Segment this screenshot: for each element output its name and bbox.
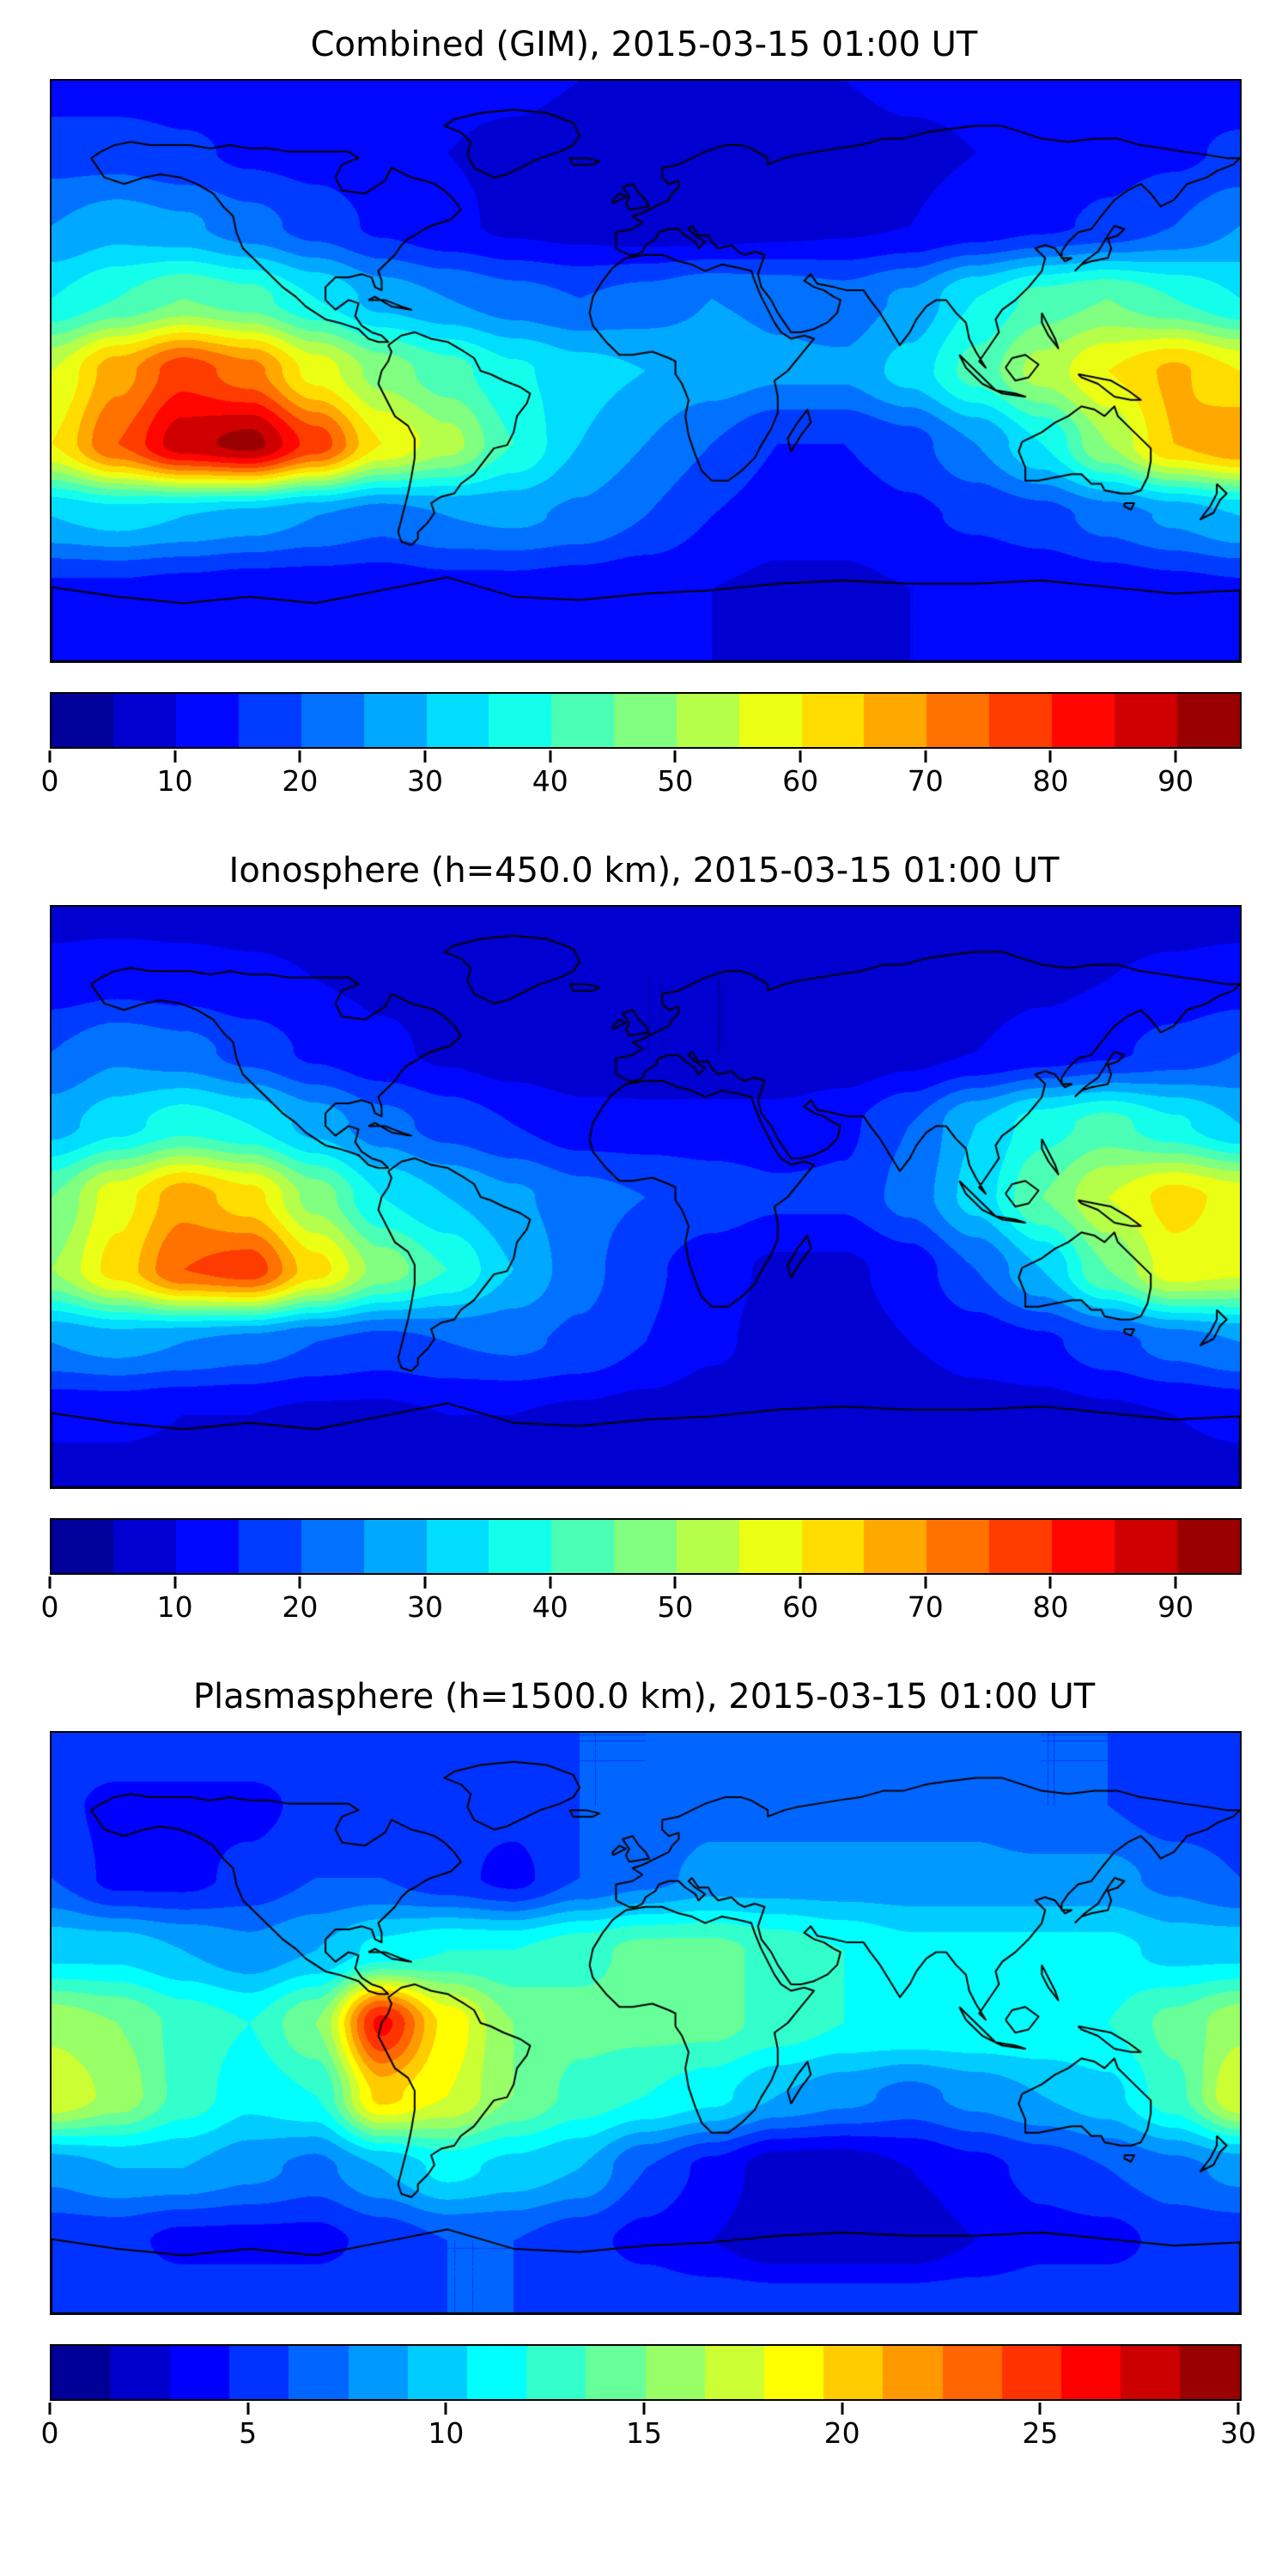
figure-page: Combined (GIM), 2015-03-15 01:00 UT 0 10 2… bbox=[0, 24, 1288, 2456]
colorbar-tick-mark bbox=[48, 2403, 52, 2415]
colorbar-tick-mark bbox=[799, 750, 802, 762]
colorbar-tick-label: 30 bbox=[1220, 2416, 1256, 2450]
panel-ionosphere: Ionosphere (h=450.0 km), 2015-03-15 01:0… bbox=[0, 850, 1288, 1630]
colorbar-tick-mark bbox=[841, 2403, 844, 2415]
colorbar-tick-label: 25 bbox=[1022, 2416, 1059, 2450]
colorbar-tick-mark bbox=[1174, 1577, 1177, 1589]
colorbar-combined bbox=[50, 692, 1242, 749]
colorbar-canvas-plasmasphere bbox=[50, 2344, 1242, 2401]
colorbar-tick-mark bbox=[673, 750, 677, 762]
colorbar-tick-mark bbox=[1236, 2403, 1240, 2415]
colorbar-tick-label: 80 bbox=[1032, 764, 1069, 798]
colorbar-tick-label: 90 bbox=[1157, 764, 1194, 798]
colorbar-ionosphere bbox=[50, 1518, 1242, 1575]
map-title-combined: Combined (GIM), 2015-03-15 01:00 UT bbox=[310, 25, 978, 64]
colorbar-tick-label: 20 bbox=[282, 764, 319, 798]
colorbar-tick-mark bbox=[298, 750, 301, 762]
colorbar-tick-label: 50 bbox=[657, 1590, 694, 1624]
colorbar-tick-label: 10 bbox=[156, 1590, 193, 1624]
panel-plasmasphere: Plasmasphere (h=1500.0 km), 2015-03-15 0… bbox=[0, 1676, 1288, 2456]
colorbar-tick-label: 10 bbox=[428, 2416, 465, 2450]
colorbar-tick-label: 0 bbox=[40, 2416, 59, 2450]
colorbar-ticks-combined: 0 10 20 30 40 50 60 70 80 90 bbox=[41, 750, 1238, 804]
colorbar-tick-label: 30 bbox=[407, 1590, 444, 1624]
colorbar-tick-label: 10 bbox=[156, 764, 193, 798]
colorbar-plasmasphere bbox=[50, 2344, 1242, 2401]
colorbar-tick-mark bbox=[298, 1577, 301, 1589]
colorbar-tick-label: 30 bbox=[407, 764, 444, 798]
map-canvas-combined bbox=[50, 79, 1242, 663]
colorbar-canvas-ionosphere bbox=[50, 1518, 1242, 1575]
colorbar-tick-mark bbox=[48, 750, 52, 762]
colorbar-tick-mark bbox=[1048, 1577, 1052, 1589]
colorbar-tick-label: 20 bbox=[282, 1590, 319, 1624]
colorbar-tick-label: 50 bbox=[657, 764, 694, 798]
colorbar-tick-label: 90 bbox=[1157, 1590, 1194, 1624]
colorbar-tick-label: 20 bbox=[823, 2416, 860, 2450]
panel-combined: Combined (GIM), 2015-03-15 01:00 UT 0 10 2… bbox=[0, 24, 1288, 804]
colorbar-tick-mark bbox=[1174, 750, 1177, 762]
colorbar-tick-label: 60 bbox=[782, 1590, 819, 1624]
map-title-ionosphere: Ionosphere (h=450.0 km), 2015-03-15 01:0… bbox=[228, 851, 1060, 890]
colorbar-canvas-combined bbox=[50, 692, 1242, 749]
colorbar-tick-mark bbox=[924, 1577, 927, 1589]
map-ionosphere bbox=[50, 905, 1242, 1489]
colorbar-tick-mark bbox=[642, 2403, 646, 2415]
colorbar-tick-label: 70 bbox=[907, 764, 944, 798]
colorbar-tick-mark bbox=[924, 750, 927, 762]
colorbar-ticks-plasmasphere: 0 5 10 15 20 25 30 bbox=[41, 2403, 1256, 2456]
map-title-plasmasphere: Plasmasphere (h=1500.0 km), 2015-03-15 0… bbox=[192, 1677, 1096, 1716]
colorbar-tick-mark bbox=[1038, 2403, 1042, 2415]
colorbar-ticks-ionosphere: 0 10 20 30 40 50 60 70 80 90 bbox=[41, 1577, 1238, 1630]
map-canvas-ionosphere bbox=[50, 905, 1242, 1489]
colorbar-tick-label: 60 bbox=[782, 764, 819, 798]
colorbar-tick-label: 40 bbox=[532, 1590, 568, 1624]
colorbar-tick-label: 5 bbox=[239, 2416, 258, 2450]
colorbar-tick-mark bbox=[173, 1577, 177, 1589]
colorbar-tick-label: 0 bbox=[40, 764, 59, 798]
map-plasmasphere bbox=[50, 1731, 1242, 2315]
colorbar-tick-mark bbox=[423, 750, 427, 762]
colorbar-tick-mark bbox=[799, 1577, 802, 1589]
colorbar-tick-mark bbox=[48, 1577, 52, 1589]
colorbar-tick-mark bbox=[549, 750, 552, 762]
colorbar-tick-label: 80 bbox=[1032, 1590, 1069, 1624]
colorbar-tick-mark bbox=[549, 1577, 552, 1589]
colorbar-tick-label: 15 bbox=[626, 2416, 662, 2450]
map-combined bbox=[50, 79, 1242, 663]
colorbar-tick-label: 40 bbox=[532, 764, 568, 798]
colorbar-tick-mark bbox=[1048, 750, 1052, 762]
colorbar-tick-label: 0 bbox=[40, 1590, 59, 1624]
colorbar-tick-label: 70 bbox=[907, 1590, 944, 1624]
colorbar-tick-mark bbox=[444, 2403, 447, 2415]
map-canvas-plasmasphere bbox=[50, 1731, 1242, 2315]
colorbar-tick-mark bbox=[423, 1577, 427, 1589]
colorbar-tick-mark bbox=[246, 2403, 250, 2415]
colorbar-tick-mark bbox=[173, 750, 177, 762]
colorbar-tick-mark bbox=[673, 1577, 677, 1589]
